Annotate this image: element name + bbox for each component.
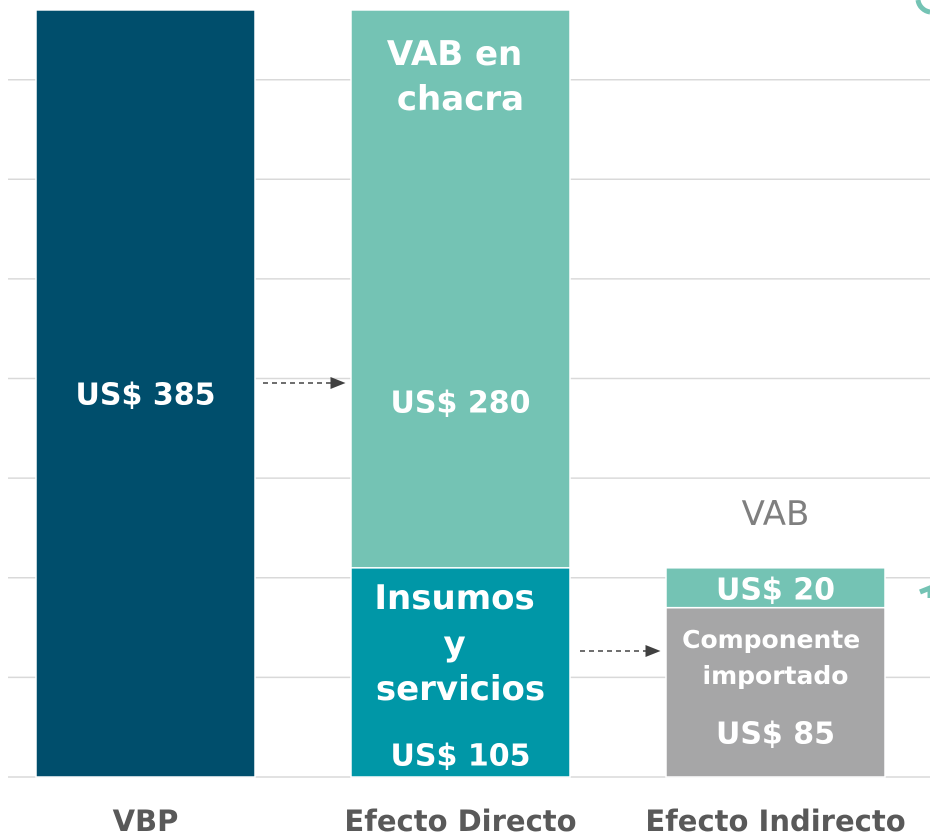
bars <box>35 9 886 778</box>
bar-segment <box>35 9 256 778</box>
x-tick-label: Efecto Indirecto <box>645 804 905 838</box>
series-label: Componente importado <box>682 625 869 690</box>
series-label: Insumos y servicios <box>374 578 546 709</box>
bar-segment <box>665 606 886 778</box>
bar-segment <box>350 9 571 569</box>
bar-segment <box>665 567 886 609</box>
series-label: VAB <box>742 494 810 534</box>
bar-segment <box>350 567 571 778</box>
value-label: US$ 280 <box>391 386 531 421</box>
x-tick-label: Efecto Directo <box>344 804 576 838</box>
x-tick-label: VBP <box>113 804 179 838</box>
value-label: US$ 85 <box>716 717 835 752</box>
value-label: US$ 385 <box>76 378 216 413</box>
series-label: VAB en chacra <box>387 34 534 119</box>
value-label: US$ 105 <box>391 739 531 774</box>
decoration <box>915 0 930 15</box>
labels: VBP Efecto Directo Efecto Indirecto US$ 385… <box>76 34 906 838</box>
value-label: US$ 20 <box>716 573 835 608</box>
decoration <box>919 585 930 598</box>
